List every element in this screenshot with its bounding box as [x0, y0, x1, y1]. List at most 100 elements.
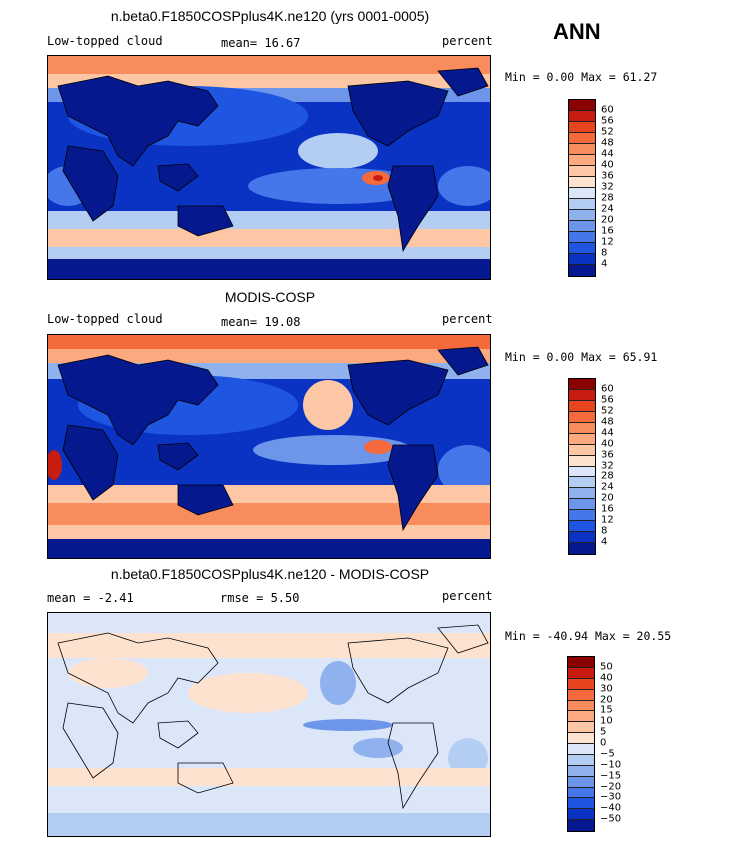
panel-3-colorbar-swatch: [568, 733, 594, 744]
panel-3-tick: −20: [600, 781, 622, 792]
panel-3-tick: −50: [600, 813, 622, 825]
panel-2-tick: 48: [601, 416, 614, 428]
panel-2-tick: 28: [601, 470, 614, 482]
panel-3-units: percent: [442, 589, 493, 603]
panel-3-colorbar: [567, 656, 595, 832]
panel-1-tick: 56: [601, 115, 614, 127]
panel-1-map: [47, 55, 491, 280]
panel-2-colorbar-swatch: [569, 400, 595, 412]
panel-2-tick: 8: [601, 525, 608, 537]
panel-1-tick: 28: [601, 192, 614, 204]
panel-1-colorbar-ticks: 60 56 52 48 44 40 36 32 28 24 20 16 12 8…: [601, 99, 631, 275]
panel-1-tick: 8: [601, 247, 608, 259]
panel-3-colorbar-swatch: [568, 820, 594, 831]
panel-3-colorbar-swatch: [568, 754, 594, 766]
panel-2-tick: 36: [601, 449, 614, 461]
panel-3-colorbar-swatch: [568, 809, 594, 821]
panel-1-tick: 44: [601, 148, 614, 160]
panel-3-colorbar-swatch: [568, 798, 594, 810]
panel-1-colorbar-swatch: [569, 265, 595, 276]
panel-2-tick: 24: [601, 481, 614, 493]
panel-2-mean: mean= 19.08: [221, 315, 301, 329]
panel-3-colorbar-swatch: [568, 787, 594, 799]
panel-1-colorbar-swatch: [569, 111, 595, 122]
panel-1-tick: 20: [601, 214, 614, 226]
panel-2-colorbar-swatch: [569, 433, 595, 445]
panel-3-colorbar-swatch: [568, 689, 594, 701]
panel-2-tick: 56: [601, 394, 614, 406]
panel-2-colorbar-swatch: [569, 389, 595, 401]
panel-2-title: MODIS-COSP: [224, 289, 316, 305]
panel-1-tick: 4: [601, 258, 608, 270]
panel-2-colorbar-swatch: [569, 499, 595, 511]
panel-2-tick: 44: [601, 427, 614, 439]
panel-2-colorbar: [568, 378, 596, 555]
panel-2-colorbar-swatch: [569, 455, 595, 467]
panel-3-tick: 30: [600, 683, 613, 695]
panel-1-tick: 16: [601, 225, 614, 237]
panel-2-colorbar-swatch: [569, 379, 595, 390]
panel-3-mean: mean = -2.41: [47, 591, 134, 605]
panel-1-mean: mean= 16.67: [221, 36, 301, 50]
panel-1-tick: 40: [601, 159, 614, 171]
panel-2-colorbar-swatch: [569, 422, 595, 434]
panel-1-units: percent: [442, 34, 493, 48]
panel-3-tick: −5: [600, 748, 615, 760]
panel-1-map-svg: [48, 56, 490, 279]
panel-1-tick: 32: [601, 181, 614, 193]
panel-3-minmax: Min = -40.94 Max = 20.55: [505, 629, 672, 643]
panel-2-colorbar-swatch: [569, 466, 595, 478]
panel-3-tick: 20: [600, 694, 613, 705]
panel-3-tick: −15: [600, 770, 622, 782]
panel-3-rmse: rmse = 5.50: [220, 591, 300, 605]
panel-2-tick: 60: [601, 383, 614, 395]
panel-1-tick: 24: [601, 203, 614, 215]
panel-1-colorbar-swatch: [569, 210, 595, 221]
panel-3-colorbar-swatch: [568, 744, 594, 755]
panel-1-colorbar-swatch: [569, 254, 595, 265]
panel-1-colorbar-swatch: [569, 221, 595, 232]
panel-1-colorbar-swatch: [569, 100, 595, 111]
panel-1-colorbar-swatch: [569, 188, 595, 199]
panel-3-colorbar-swatch: [568, 700, 594, 712]
panel-1-colorbar-swatch: [569, 122, 595, 133]
panel-1-colorbar-swatch: [569, 144, 595, 155]
panel-3-map-svg: [48, 613, 490, 836]
panel-3-title: n.beta0.F1850COSPplus4K.ne120 - MODIS-CO…: [110, 566, 430, 582]
panel-3-colorbar-swatch: [568, 711, 594, 723]
panel-2-tick: 4: [601, 536, 608, 548]
panel-2-tick: 12: [601, 514, 614, 526]
panel-3-map: [47, 612, 491, 837]
panel-1-variable-label: Low-topped cloud: [47, 34, 163, 48]
season-label: ANN: [553, 19, 601, 44]
panel-2-units: percent: [442, 312, 493, 326]
panel-1-colorbar-swatch: [569, 155, 595, 166]
panel-3-tick: 10: [600, 715, 613, 727]
panel-2-tick: 40: [601, 438, 614, 450]
panel-2-colorbar-swatch: [569, 543, 595, 554]
panel-2-minmax: Min = 0.00 Max = 65.91: [505, 350, 658, 364]
panel-2-tick: 52: [601, 405, 614, 417]
panel-3-tick: −40: [600, 802, 622, 814]
panel-2-colorbar-swatch: [569, 411, 595, 423]
panel-1-colorbar: [568, 99, 596, 277]
panel-3-tick: −30: [600, 791, 622, 803]
panel-3-colorbar-swatch: [568, 776, 594, 788]
panel-1-tick: 48: [601, 137, 614, 149]
panel-3-tick: 50: [600, 661, 613, 673]
panel-2-colorbar-ticks: 60 56 52 48 44 40 36 32 28 24 20 16 12 8…: [601, 378, 631, 553]
panel-1-title: n.beta0.F1850COSPplus4K.ne120 (yrs 0001-…: [110, 8, 430, 24]
panel-3-colorbar-swatch: [568, 765, 594, 777]
panel-1-tick: 12: [601, 236, 614, 248]
panel-2-colorbar-swatch: [569, 444, 595, 456]
panel-2-variable-label: Low-topped cloud: [47, 312, 163, 326]
panel-2-colorbar-swatch: [569, 532, 595, 544]
panel-1-colorbar-swatch: [569, 166, 595, 177]
panel-2-tick: 32: [601, 460, 614, 471]
panel-1-colorbar-swatch: [569, 177, 595, 188]
panel-1-tick: 60: [601, 104, 614, 116]
panel-3-tick: 5: [600, 726, 607, 738]
panel-3-tick: 15: [600, 704, 613, 716]
panel-3-colorbar-swatch: [568, 657, 594, 668]
panel-3-tick: −10: [600, 759, 622, 771]
